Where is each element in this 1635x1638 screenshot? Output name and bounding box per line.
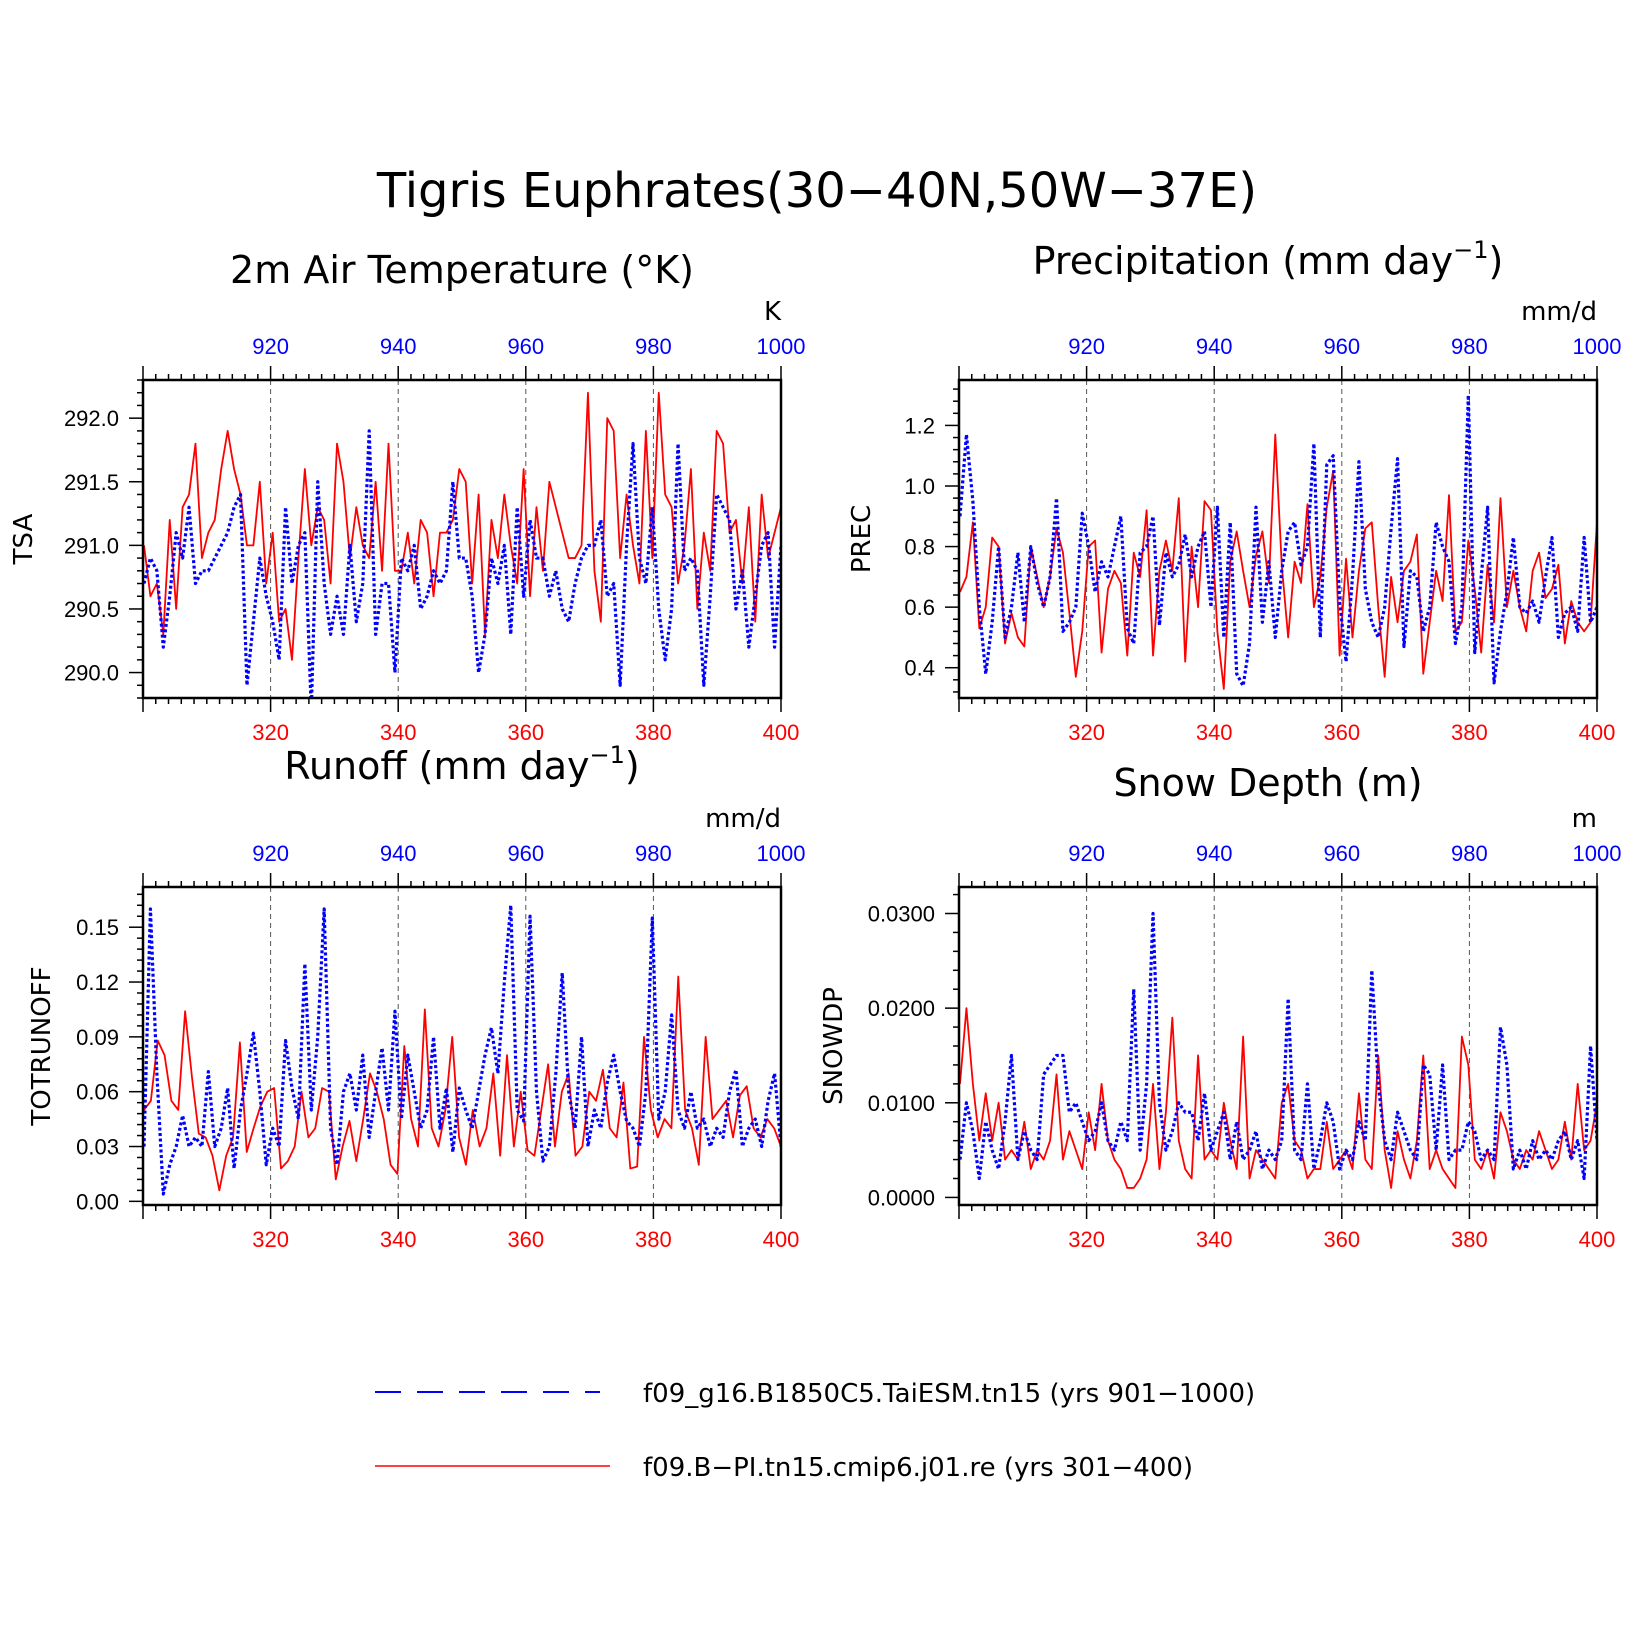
x-tick-label-top: 980 <box>1451 841 1488 866</box>
x-tick-label-top: 920 <box>1068 334 1105 359</box>
series-line-cmip6 <box>143 975 781 1192</box>
units-label: K <box>764 297 782 327</box>
x-tick-label-bottom: 340 <box>380 1227 417 1252</box>
panel-3: Runoff (mm day−1) mm/d TOTRUNOFF 320 340 360 3… <box>27 741 805 1252</box>
y-tick-label: 1.0 <box>904 474 935 499</box>
x-tick-label-top: 1000 <box>1573 841 1622 866</box>
x-tick-label-bottom: 360 <box>1323 1227 1360 1252</box>
y-tick-label: 0.09 <box>76 1025 119 1050</box>
y-axis-label: PREC <box>847 505 877 573</box>
x-tick-label-top: 980 <box>635 334 672 359</box>
x-tick-label-top: 920 <box>1068 841 1105 866</box>
x-tick-label-top: 940 <box>1196 841 1233 866</box>
y-tick-label: 291.5 <box>64 470 119 495</box>
legend-label-series1: f09_g16.B1850C5.TaiESM.tn15 (yrs 901−100… <box>643 1379 1255 1409</box>
legend-label-series2: f09.B−PI.tn15.cmip6.j01.re (yrs 301−400) <box>643 1453 1193 1483</box>
series-line-taiesm <box>143 903 781 1196</box>
y-axis-label: SNOWDP <box>819 987 849 1105</box>
series-line-taiesm <box>959 911 1597 1181</box>
x-tick-label-top: 920 <box>252 841 289 866</box>
x-tick-label-bottom: 400 <box>1579 1227 1616 1252</box>
y-axis-label: TOTRUNOFF <box>27 966 57 1126</box>
x-tick-label-bottom: 340 <box>1196 720 1233 745</box>
x-tick-label-bottom: 320 <box>1068 1227 1105 1252</box>
x-tick-label-bottom: 360 <box>507 720 544 745</box>
y-tick-label: 0.6 <box>904 595 935 620</box>
panel-4: Snow Depth (m) m SNOWDP 320 340 360 380 400 920 9… <box>819 761 1621 1252</box>
y-tick-label: 1.2 <box>904 413 935 438</box>
series-line-cmip6 <box>959 433 1597 690</box>
x-tick-label-bottom: 380 <box>635 1227 672 1252</box>
x-tick-label-bottom: 320 <box>1068 720 1105 745</box>
y-tick-label: 0.0000 <box>868 1185 935 1210</box>
y-tick-label: 0.15 <box>76 915 119 940</box>
y-tick-label: 0.06 <box>76 1080 119 1105</box>
y-tick-label: 0.0100 <box>868 1091 935 1116</box>
x-tick-label-bottom: 380 <box>1451 1227 1488 1252</box>
x-tick-label-top: 960 <box>507 841 544 866</box>
x-tick-label-bottom: 400 <box>763 1227 800 1252</box>
panel-title: 2m Air Temperature (°K) <box>230 248 694 292</box>
x-tick-label-bottom: 340 <box>380 720 417 745</box>
series-line-cmip6 <box>959 1007 1597 1189</box>
y-axis-label: TSA <box>9 513 39 565</box>
panel-title: Snow Depth (m) <box>1113 761 1422 805</box>
x-tick-label-top: 1000 <box>1573 334 1622 359</box>
x-tick-label-top: 960 <box>1323 334 1360 359</box>
figure-title: Tigris Euphrates(30−40N,50W−37E) <box>376 163 1257 219</box>
y-tick-label: 0.03 <box>76 1135 119 1160</box>
y-tick-label: 0.0300 <box>868 902 935 927</box>
series-line-taiesm <box>143 429 781 698</box>
x-tick-label-bottom: 380 <box>1451 720 1488 745</box>
x-tick-label-top: 1000 <box>757 334 806 359</box>
x-tick-label-bottom: 320 <box>252 1227 289 1252</box>
x-tick-label-top: 980 <box>1451 334 1488 359</box>
y-tick-label: 290.0 <box>64 661 119 686</box>
panel-1: 2m Air Temperature (°K) K TSA 320 340 360 380 4… <box>9 248 805 745</box>
chart-panels: 2m Air Temperature (°K) K TSA 320 340 360 380 4… <box>9 236 1621 1252</box>
x-tick-label-top: 940 <box>1196 334 1233 359</box>
x-tick-label-bottom: 400 <box>1579 720 1616 745</box>
x-tick-label-top: 980 <box>635 841 672 866</box>
x-tick-label-top: 960 <box>507 334 544 359</box>
x-tick-label-bottom: 380 <box>635 720 672 745</box>
series-line-taiesm <box>959 393 1597 688</box>
x-tick-label-top: 940 <box>380 334 417 359</box>
x-tick-label-bottom: 320 <box>252 720 289 745</box>
y-tick-label: 291.0 <box>64 533 119 558</box>
units-label: mm/d <box>705 804 781 834</box>
y-tick-label: 0.12 <box>76 970 119 995</box>
x-tick-label-top: 920 <box>252 334 289 359</box>
units-label: m <box>1572 804 1597 834</box>
y-tick-label: 0.0200 <box>868 996 935 1021</box>
x-tick-label-bottom: 340 <box>1196 1227 1233 1252</box>
y-tick-label: 290.5 <box>64 597 119 622</box>
panel-title: Runoff (mm day−1) <box>284 741 639 788</box>
panel-title: Precipitation (mm day−1) <box>1033 236 1504 283</box>
y-tick-label: 0.8 <box>904 535 935 560</box>
x-tick-label-bottom: 360 <box>1323 720 1360 745</box>
x-tick-label-bottom: 360 <box>507 1227 544 1252</box>
x-tick-label-top: 940 <box>380 841 417 866</box>
y-tick-label: 0.4 <box>904 656 935 681</box>
y-tick-label: 0.00 <box>76 1189 119 1214</box>
legend: f09_g16.B1850C5.TaiESM.tn15 (yrs 901−100… <box>375 1379 1255 1483</box>
y-tick-label: 292.0 <box>64 406 119 431</box>
panel-2: Precipitation (mm day−1) mm/d PREC 320 340 36… <box>847 236 1621 745</box>
x-tick-label-top: 960 <box>1323 841 1360 866</box>
x-tick-label-top: 1000 <box>757 841 806 866</box>
x-tick-label-bottom: 400 <box>763 720 800 745</box>
units-label: mm/d <box>1521 297 1597 327</box>
